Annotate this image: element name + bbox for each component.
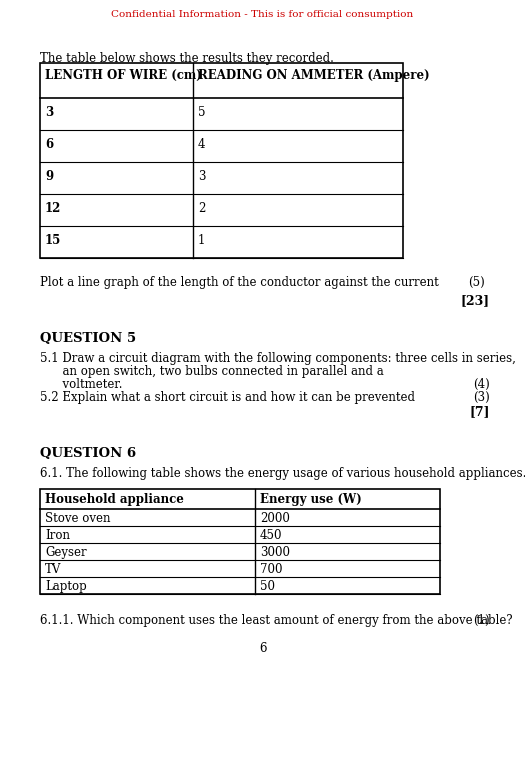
Text: Laptop: Laptop xyxy=(45,580,87,593)
Text: 5.2 Explain what a short circuit is and how it can be prevented: 5.2 Explain what a short circuit is and … xyxy=(40,391,415,404)
Text: Geyser: Geyser xyxy=(45,546,87,559)
Text: [23]: [23] xyxy=(461,294,490,307)
Text: [7]: [7] xyxy=(469,405,490,418)
Text: 6.1.1. Which component uses the least amount of energy from the above table?: 6.1.1. Which component uses the least am… xyxy=(40,614,512,627)
Text: 15: 15 xyxy=(45,234,61,247)
Text: (5): (5) xyxy=(468,276,485,289)
Text: (3): (3) xyxy=(473,391,490,404)
Text: 700: 700 xyxy=(260,563,282,576)
Text: 2: 2 xyxy=(198,202,205,215)
Text: 2000: 2000 xyxy=(260,512,290,525)
Text: 3: 3 xyxy=(45,106,53,119)
Bar xyxy=(40,489,440,594)
Text: 4: 4 xyxy=(198,138,205,151)
Text: an open switch, two bulbs connected in parallel and a: an open switch, two bulbs connected in p… xyxy=(40,365,384,378)
Text: TV: TV xyxy=(45,563,61,576)
Text: QUESTION 5: QUESTION 5 xyxy=(40,332,136,345)
Text: 3000: 3000 xyxy=(260,546,290,559)
Text: The table below shows the results they recorded.: The table below shows the results they r… xyxy=(40,52,334,65)
Text: (1): (1) xyxy=(474,614,490,627)
Text: 450: 450 xyxy=(260,529,282,542)
Text: 5: 5 xyxy=(198,106,205,119)
Text: Confidential Information - This is for official consumption: Confidential Information - This is for o… xyxy=(111,10,414,19)
Text: (4): (4) xyxy=(473,378,490,391)
Text: Plot a line graph of the length of the conductor against the current: Plot a line graph of the length of the c… xyxy=(40,276,439,289)
Text: 6.1. The following table shows the energy usage of various household appliances.: 6.1. The following table shows the energ… xyxy=(40,467,525,480)
Text: 9: 9 xyxy=(45,170,53,183)
Text: 3: 3 xyxy=(198,170,205,183)
Text: 12: 12 xyxy=(45,202,61,215)
Text: 5.1 Draw a circuit diagram with the following components: three cells in series,: 5.1 Draw a circuit diagram with the foll… xyxy=(40,352,516,365)
Text: Stove oven: Stove oven xyxy=(45,512,110,525)
Text: 6: 6 xyxy=(259,642,266,655)
Text: READING ON AMMETER (Ampere): READING ON AMMETER (Ampere) xyxy=(198,69,429,82)
Text: 6: 6 xyxy=(45,138,53,151)
Bar xyxy=(40,63,403,258)
Text: Household appliance: Household appliance xyxy=(45,493,184,506)
Text: Energy use (W): Energy use (W) xyxy=(260,493,362,506)
Text: voltmeter.: voltmeter. xyxy=(40,378,122,391)
Text: Iron: Iron xyxy=(45,529,70,542)
Text: LENGTH OF WIRE (cm): LENGTH OF WIRE (cm) xyxy=(45,69,202,82)
Text: QUESTION 6: QUESTION 6 xyxy=(40,447,136,460)
Text: 1: 1 xyxy=(198,234,205,247)
Text: 50: 50 xyxy=(260,580,275,593)
